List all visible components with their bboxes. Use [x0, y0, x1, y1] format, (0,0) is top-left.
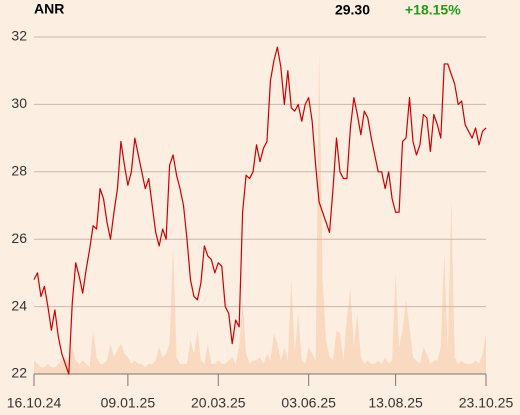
last-price: 29.30: [335, 2, 370, 18]
y-tick-label: 30: [11, 95, 27, 111]
change: +18.15%: [405, 2, 461, 18]
y-tick-label: 24: [11, 297, 27, 313]
y-tick-label: 28: [11, 163, 27, 179]
x-tick-label: 16.10.24: [7, 395, 62, 411]
x-tick-label: 03.06.25: [281, 395, 336, 411]
x-tick-label: 09.01.25: [101, 395, 156, 411]
ticker: ANR: [34, 1, 64, 17]
y-tick-label: 26: [11, 230, 27, 246]
x-tick-label: 23.10.25: [459, 395, 514, 411]
y-tick-label: 32: [11, 28, 27, 44]
x-tick-label: 20.03.25: [191, 395, 246, 411]
y-tick-label: 22: [11, 365, 27, 381]
x-tick-label: 13.08.25: [368, 395, 423, 411]
price-line: [33, 46, 487, 375]
